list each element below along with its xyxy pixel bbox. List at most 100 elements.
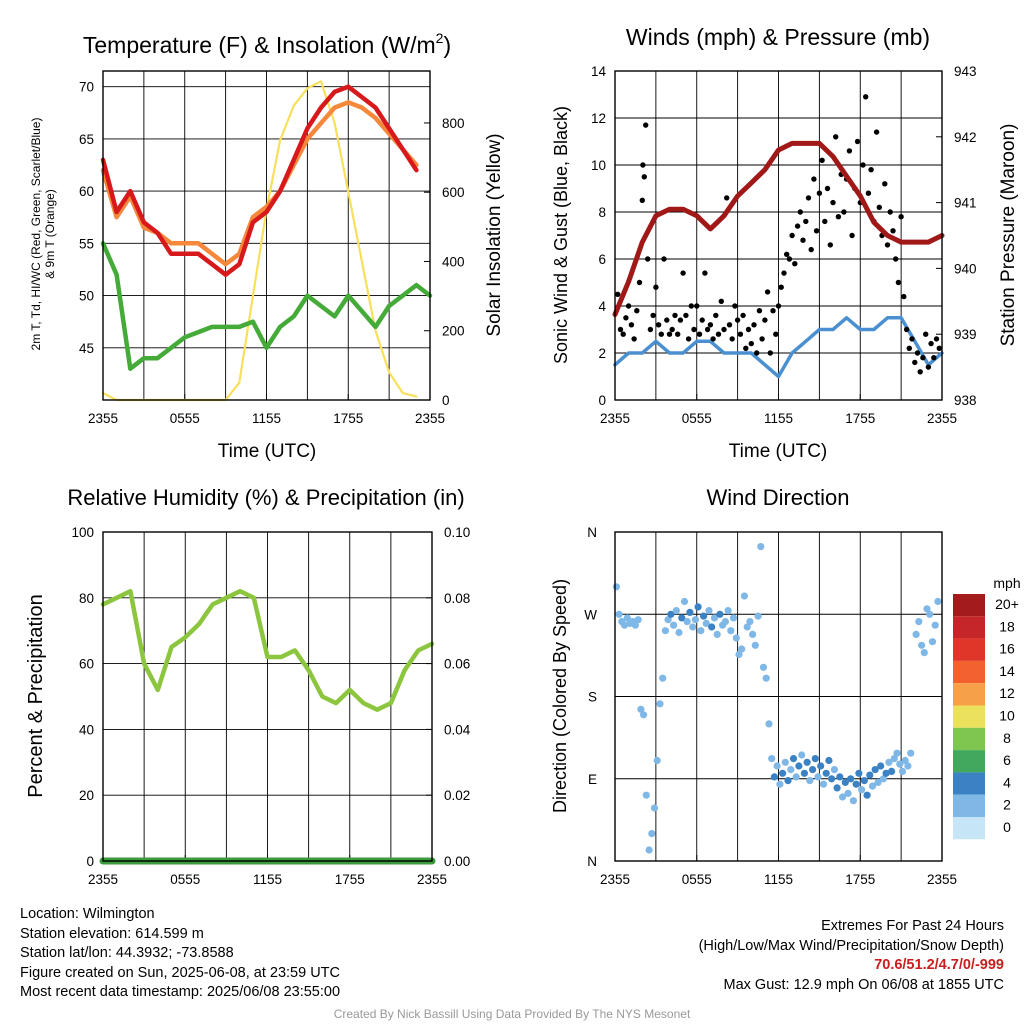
- gust-point: [732, 303, 738, 309]
- direction-point: [705, 607, 713, 615]
- direction-point: [928, 638, 937, 646]
- gust-point: [781, 270, 787, 276]
- direction-point: [806, 777, 814, 785]
- direction-point: [727, 627, 735, 635]
- direction-point: [874, 778, 882, 787]
- gust-point: [923, 331, 929, 337]
- direction-point: [819, 780, 828, 788]
- extremes-values: 70.6/51.2/4.7/0/-999: [874, 957, 1004, 973]
- direction-point: [836, 773, 844, 781]
- direction-point: [817, 762, 825, 770]
- y-tick-label: 100: [71, 525, 94, 540]
- gust-point: [729, 336, 735, 342]
- direction-point: [702, 619, 710, 628]
- direction-point: [713, 630, 721, 639]
- station-info: Location: Wilmington Station elevation: …: [20, 905, 340, 1003]
- gust-point: [928, 340, 934, 347]
- direction-point: [710, 614, 719, 622]
- direction-point: [686, 608, 694, 617]
- legend-label: 6: [1003, 752, 1011, 768]
- legend-swatch: [953, 772, 985, 795]
- pressure-line: [612, 140, 945, 317]
- direction-point: [661, 627, 670, 635]
- gust-point: [748, 340, 754, 347]
- gust-point: [816, 190, 823, 196]
- legend-label: 18: [999, 618, 1015, 634]
- y-tick-label: 20: [79, 788, 94, 803]
- legend-label: 16: [999, 641, 1015, 657]
- direction-point: [740, 592, 749, 600]
- direction-point: [648, 830, 656, 838]
- gust-point: [893, 256, 899, 262]
- gust-point: [713, 312, 719, 319]
- x-tick-label: 1155: [252, 411, 281, 426]
- gust-point: [669, 326, 675, 333]
- y-tick-label: N: [587, 854, 597, 869]
- direction-point: [762, 674, 770, 682]
- gust-point: [887, 209, 893, 215]
- max-gust-text: Max Gust: 12.9 mph On 06/08 at 1855 UTC: [723, 976, 1004, 993]
- x-tick-label: 1755: [845, 411, 875, 426]
- y-tick-label: N: [587, 525, 597, 540]
- direction-point: [773, 762, 781, 770]
- direction-point: [879, 775, 888, 783]
- gust-point: [737, 331, 744, 337]
- temperature-ylabel-line2: & 9m T (Orange): [43, 189, 57, 279]
- legend-label: 20+: [995, 596, 1019, 612]
- dewpoint-line: [100, 241, 433, 371]
- created-text: Figure created on Sun, 2025-06-08, at 23…: [20, 964, 340, 981]
- direction-point: [863, 791, 871, 799]
- direction-point: [926, 610, 934, 618]
- recent-data-text: Most recent data timestamp: 2025/06/08 2…: [20, 984, 341, 1000]
- y-right-tick-label: 0.10: [444, 525, 470, 540]
- legend-swatch: [953, 705, 985, 728]
- direction-point: [852, 780, 860, 788]
- direction-point: [735, 650, 743, 659]
- legend-swatch: [953, 638, 985, 661]
- winds-ylabel: Sonic Wind & Gust (Blue, Black): [551, 106, 571, 364]
- direction-point: [915, 618, 923, 626]
- x-tick-label: 1155: [764, 411, 793, 426]
- direction-point: [844, 789, 852, 798]
- wind-direction-ylabel: Direction (Colored By Speed): [550, 579, 570, 813]
- plot-border: [102, 531, 433, 862]
- y-right-tick-label: 800: [442, 116, 465, 131]
- gust-point: [680, 270, 686, 276]
- legend-swatch: [953, 727, 985, 751]
- gust-point: [873, 129, 880, 135]
- direction-point: [849, 797, 858, 805]
- direction-point: [855, 769, 863, 777]
- gust-point: [645, 256, 651, 262]
- y-tick-label: 40: [79, 722, 94, 737]
- gust-point: [623, 315, 629, 321]
- direction-point: [729, 614, 738, 622]
- y-right-tick-label: 941: [954, 196, 977, 211]
- direction-point: [890, 755, 898, 763]
- y-tick-label: 60: [79, 657, 94, 672]
- extremes-title: Extremes For Past 24 Hours: [821, 918, 1004, 934]
- gust-point: [653, 284, 659, 290]
- x-tick-label: 2355: [417, 872, 447, 887]
- gust-point: [664, 317, 670, 323]
- gust-point: [745, 326, 752, 333]
- gust-point: [691, 326, 697, 333]
- direction-point: [787, 766, 795, 774]
- temp-9m-line: [100, 100, 419, 267]
- direction-point: [768, 755, 776, 763]
- gust-point: [906, 345, 912, 351]
- y-tick-label: 55: [79, 236, 94, 251]
- x-tick-label: 0555: [170, 872, 200, 887]
- direction-point: [893, 749, 901, 757]
- gust-point: [677, 317, 684, 323]
- direction-point: [623, 614, 631, 622]
- gust-point: [822, 218, 828, 225]
- direction-point: [667, 610, 675, 618]
- gust-point: [762, 317, 768, 323]
- gust-point: [721, 326, 727, 333]
- gust-point: [740, 312, 746, 319]
- direction-point: [858, 786, 866, 794]
- gust-point: [699, 317, 705, 323]
- x-tick-label: 2355: [88, 411, 118, 426]
- gust-point: [808, 246, 814, 253]
- direction-point: [779, 769, 787, 777]
